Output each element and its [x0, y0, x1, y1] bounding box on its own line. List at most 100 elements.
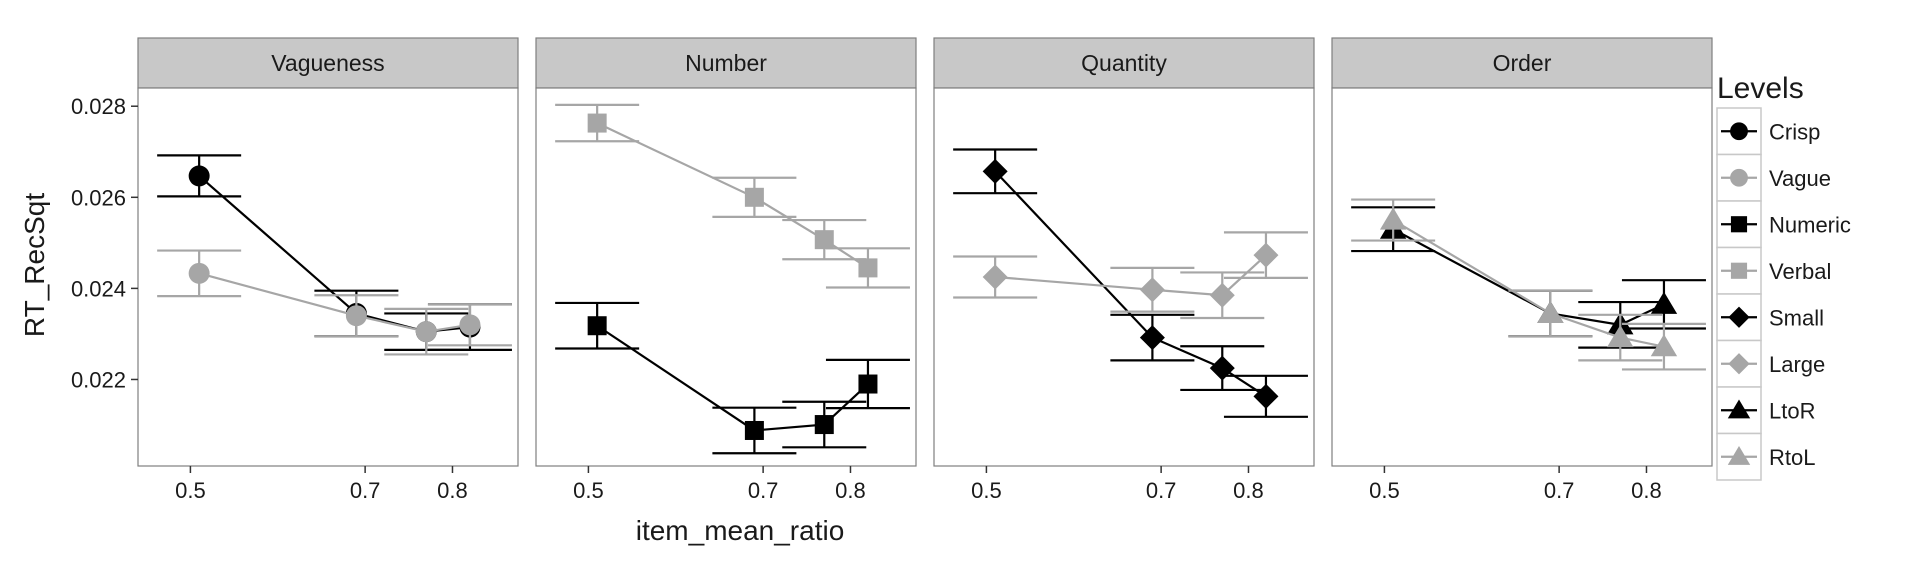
- legend-marker: [1730, 216, 1748, 233]
- panel-title: Quantity: [1081, 50, 1167, 76]
- series-vague: [157, 249, 512, 356]
- legend-label: Crisp: [1769, 119, 1820, 144]
- x-tick-label: 0.8: [1233, 478, 1264, 503]
- series-verbal: [555, 103, 910, 289]
- x-tick-label: 0.7: [748, 478, 779, 503]
- legend-marker: [1730, 262, 1748, 279]
- data-point: [1209, 355, 1235, 381]
- panel-strip: [535, 37, 917, 89]
- data-point: [587, 316, 607, 336]
- panel-strip: [933, 37, 1315, 89]
- legend-label: Large: [1769, 352, 1825, 377]
- series-numeric: [555, 301, 910, 455]
- data-point: [744, 187, 764, 207]
- data-point: [188, 165, 210, 187]
- data-point: [188, 262, 210, 284]
- legend: Levels Crisp Vague Numeric Verbal Small Large…: [1716, 72, 1851, 481]
- panel-vagueness: Vagueness 0.5 0.7 0.8: [137, 37, 519, 503]
- panel-number: Number 0.5 0.7 0.8: [535, 37, 917, 503]
- legend-marker: [1727, 399, 1751, 419]
- y-axis-title: RT_RecSqt: [19, 193, 50, 337]
- legend-label: Numeric: [1769, 212, 1851, 237]
- panel-plot-area: [1331, 87, 1713, 467]
- data-point: [982, 158, 1008, 184]
- legend-entry-numeric: Numeric: [1716, 200, 1851, 249]
- data-point: [1650, 291, 1678, 314]
- data-point: [858, 374, 878, 394]
- data-point: [415, 321, 437, 343]
- panel-order: Order 0.5 0.7 0.8: [1331, 37, 1713, 503]
- data-point: [1209, 282, 1235, 308]
- legend-label: RtoL: [1769, 445, 1815, 470]
- x-tick-label: 0.5: [971, 478, 1002, 503]
- data-point: [1253, 242, 1279, 268]
- series-line: [995, 254, 1267, 297]
- series-line: [596, 122, 869, 269]
- data-point: [1607, 324, 1634, 348]
- data-point: [345, 305, 367, 327]
- legend-marker: [1728, 353, 1750, 375]
- data-point: [1253, 383, 1279, 409]
- panel-strip: [1331, 37, 1713, 89]
- data-point: [459, 314, 481, 336]
- x-tick-label: 0.7: [1146, 478, 1177, 503]
- data-point: [1650, 334, 1678, 357]
- y-tick-label: 0.026: [71, 185, 126, 210]
- data-point: [587, 113, 607, 133]
- x-tick-label: 0.5: [1369, 478, 1400, 503]
- x-tick-label: 0.7: [1544, 478, 1575, 503]
- panel-plot-area: [535, 87, 917, 467]
- panel-quantity: Quantity 0.5 0.7 0.8: [933, 37, 1315, 503]
- panel-title: Order: [1493, 50, 1552, 76]
- x-tick-label: 0.8: [1631, 478, 1662, 503]
- x-axis-title: item_mean_ratio: [636, 515, 845, 546]
- y-tick-label: 0.028: [71, 94, 126, 119]
- data-point: [858, 258, 878, 278]
- legend-title: Levels: [1717, 72, 1804, 105]
- x-tick-label: 0.7: [350, 478, 381, 503]
- legend-entry-large: Large: [1716, 339, 1825, 388]
- legend-entry-verbal: Verbal: [1716, 246, 1831, 295]
- data-point: [1139, 325, 1165, 351]
- legend-label: LtoR: [1769, 398, 1815, 423]
- x-tick-label: 0.8: [437, 478, 468, 503]
- x-tick-label: 0.5: [175, 478, 206, 503]
- y-axis: 0.022 0.024 0.026 0.028: [71, 94, 138, 392]
- panel-strip: [137, 37, 519, 89]
- series-large: [953, 231, 1308, 320]
- series-line: [198, 272, 471, 333]
- y-tick-label: 0.022: [71, 367, 126, 392]
- panel-title: Vagueness: [271, 50, 384, 76]
- series-line: [198, 175, 471, 333]
- legend-entry-vague: Vague: [1716, 153, 1831, 202]
- legend-marker: [1727, 446, 1751, 465]
- y-tick-label: 0.024: [71, 276, 126, 301]
- panel-title: Number: [685, 50, 767, 76]
- series-rtol: [1351, 198, 1706, 371]
- data-point: [982, 264, 1008, 290]
- data-point: [814, 415, 834, 435]
- legend-entry-rtol: RtoL: [1716, 432, 1815, 481]
- legend-label: Verbal: [1769, 259, 1831, 284]
- legend-entry-ltor: LtoR: [1716, 386, 1815, 435]
- legend-label: Small: [1769, 305, 1824, 330]
- legend-label: Vague: [1769, 166, 1831, 191]
- legend-marker: [1730, 122, 1748, 141]
- series-line: [596, 324, 869, 432]
- data-point: [1537, 300, 1564, 324]
- series-line: [994, 170, 1267, 398]
- data-point: [1139, 277, 1165, 303]
- data-point: [744, 420, 764, 440]
- x-tick-label: 0.5: [573, 478, 604, 503]
- data-point: [814, 230, 834, 250]
- data-point: [1379, 207, 1407, 230]
- series-line: [1392, 219, 1665, 348]
- series-small: [953, 148, 1308, 418]
- legend-marker: [1730, 168, 1748, 187]
- legend-marker: [1728, 306, 1750, 328]
- x-tick-label: 0.8: [835, 478, 866, 503]
- legend-entry-small: Small: [1716, 293, 1824, 342]
- legend-entry-crisp: Crisp: [1716, 107, 1820, 156]
